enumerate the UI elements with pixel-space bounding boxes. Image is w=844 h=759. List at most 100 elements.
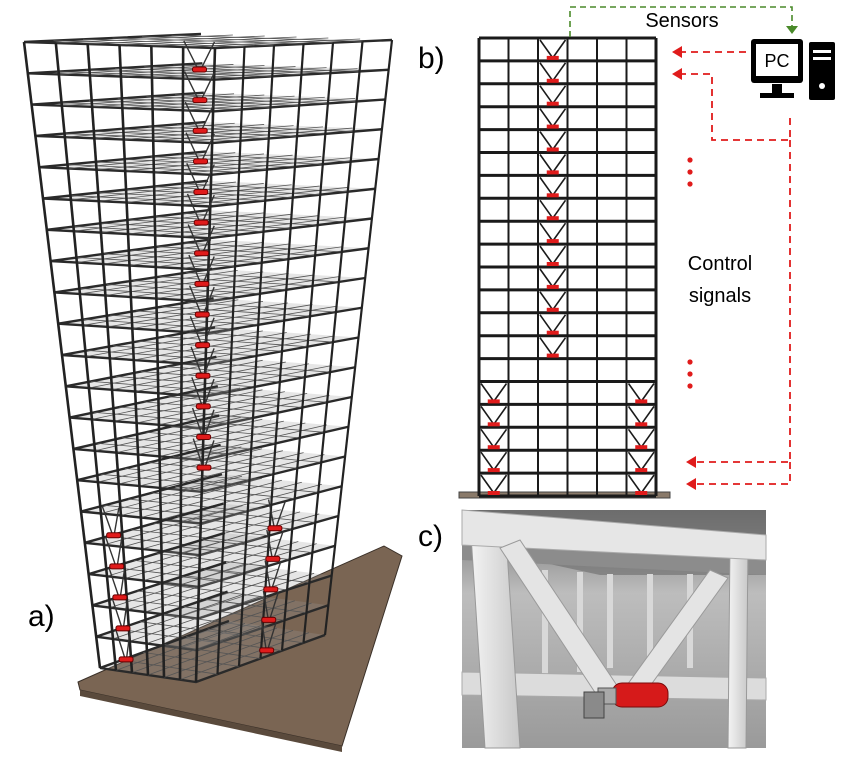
damper: [193, 158, 209, 165]
sensor-arrowhead: [786, 26, 798, 34]
damper: [195, 342, 211, 349]
brace: [552, 245, 567, 265]
panel-a-3d-building: [22, 32, 403, 752]
damper: [192, 97, 208, 104]
damper: [487, 422, 500, 427]
column: [237, 45, 276, 667]
brace: [539, 85, 554, 105]
floor-grid: [154, 522, 270, 536]
floor-grid: [115, 67, 302, 76]
brace: [552, 337, 567, 357]
floor-grid: [133, 559, 245, 574]
floor-grid: [118, 628, 219, 644]
damper: [546, 170, 559, 175]
floor-grid: [151, 492, 272, 506]
brace: [640, 474, 655, 494]
damper: [112, 594, 128, 601]
damper: [546, 101, 559, 106]
brace: [493, 383, 508, 402]
floor-grid: [118, 406, 254, 419]
floor-grid: [194, 420, 325, 433]
brace: [552, 291, 567, 311]
brace: [552, 222, 567, 242]
brace: [552, 108, 567, 128]
brace: [493, 451, 508, 471]
floor-grid: [202, 539, 313, 554]
floor-grid: [88, 100, 271, 108]
brace: [640, 451, 655, 471]
floor-grid: [161, 613, 263, 629]
brace: [552, 176, 567, 196]
damper: [195, 403, 211, 410]
floor-grid: [91, 130, 269, 139]
pc-label: PC: [764, 51, 789, 71]
damper: [546, 284, 559, 289]
floor-grid: [163, 336, 308, 348]
floor-grid: [139, 621, 241, 636]
damper: [192, 127, 208, 134]
panel-b-elevation: PC Sensors Control signals: [458, 6, 835, 499]
damper: [546, 330, 559, 335]
floor-grid: [156, 553, 267, 567]
damper: [118, 656, 134, 663]
damper: [109, 563, 125, 570]
damper: [487, 445, 500, 450]
floor-grid: [171, 34, 363, 42]
floor-grid: [141, 36, 334, 44]
brace: [539, 337, 554, 357]
floor-grid: [193, 391, 328, 403]
damper: [196, 433, 212, 440]
floor-grid: [112, 37, 304, 45]
brace: [552, 268, 567, 288]
control-signal-lines: [680, 51, 791, 485]
floor-grid: [198, 480, 319, 493]
floor-grid: [176, 123, 354, 132]
damper: [194, 250, 210, 257]
brace: [552, 62, 567, 82]
brace: [640, 383, 655, 402]
damper: [267, 525, 283, 532]
floor-grid: [85, 69, 273, 77]
building-frame-elevation: [477, 36, 658, 498]
damper: [635, 422, 648, 427]
damper: [195, 372, 211, 379]
brace: [539, 154, 554, 173]
floor-grid: [205, 598, 307, 614]
control-label-line1: Control: [688, 253, 752, 275]
damper: [259, 647, 275, 654]
brace: [627, 451, 642, 471]
brace: [640, 428, 655, 448]
brace: [539, 222, 554, 242]
floor-grid: [207, 628, 304, 644]
panel-label-b: b): [418, 42, 445, 75]
floor-grid: [82, 38, 275, 46]
floor-grid: [144, 66, 331, 74]
damper: [546, 216, 559, 221]
damper: [265, 555, 281, 562]
damper: [191, 66, 207, 73]
floor-grid: [173, 64, 360, 72]
brace: [539, 108, 554, 128]
damper: [487, 399, 500, 404]
floor-grid: [120, 128, 298, 137]
floor-grid: [200, 509, 316, 523]
column: [323, 39, 394, 636]
floor-grid: [172, 456, 298, 469]
sensors-label: Sensors: [645, 10, 718, 32]
floor-grid: [175, 94, 357, 102]
brace: [539, 176, 554, 196]
column: [302, 41, 364, 643]
column: [216, 46, 246, 675]
column: [150, 45, 166, 678]
floor-grid: [138, 340, 283, 352]
damper-closeup: [583, 682, 669, 719]
panel-label-c: c): [418, 520, 443, 553]
damper: [194, 280, 210, 287]
damper: [263, 586, 279, 593]
brace: [627, 428, 642, 448]
damper: [546, 193, 559, 198]
damper: [196, 464, 212, 471]
pc-icon: PC: [751, 39, 835, 100]
damper: [546, 124, 559, 129]
column: [118, 44, 150, 676]
